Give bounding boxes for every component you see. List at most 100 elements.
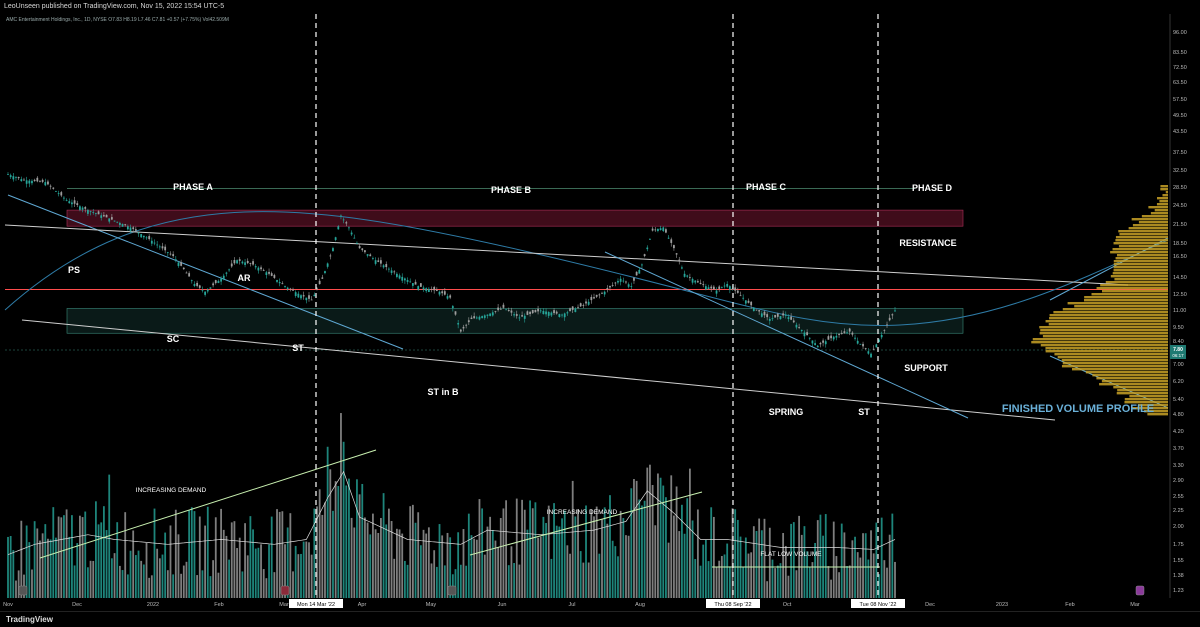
volume-bar	[105, 530, 108, 598]
volume-bar	[95, 501, 97, 598]
profile-bar	[1096, 377, 1168, 380]
volume-bar	[694, 559, 697, 598]
candle	[158, 244, 161, 250]
candle-body	[814, 343, 816, 346]
candle	[254, 264, 257, 270]
candle-body	[755, 309, 758, 311]
volume-bar	[369, 534, 372, 598]
candle-body	[622, 280, 625, 282]
candle	[68, 198, 71, 204]
candle-body	[433, 287, 436, 291]
event-label: PS	[68, 265, 80, 275]
candle-body	[145, 237, 148, 239]
candle-body	[451, 306, 454, 308]
volume-bar	[361, 483, 364, 598]
volume-bar	[406, 564, 409, 598]
volume-bar	[395, 528, 398, 598]
volume-bar	[316, 506, 318, 598]
candle-body	[310, 299, 313, 301]
candle	[585, 298, 587, 307]
volume-bar	[137, 550, 140, 598]
candle-body	[710, 286, 713, 289]
candle	[196, 280, 199, 288]
candle	[276, 279, 278, 284]
volume-bar	[150, 575, 153, 598]
profile-bar	[1101, 290, 1168, 293]
candle	[65, 198, 68, 202]
candle	[249, 262, 252, 267]
candle	[859, 343, 862, 345]
candle	[100, 212, 103, 221]
volume-bar	[755, 530, 758, 598]
y-tick-label: 6.20	[1173, 379, 1184, 385]
volume-bar	[654, 525, 657, 598]
volume-bar	[539, 536, 542, 598]
volume-bar	[190, 507, 193, 598]
candle-body	[443, 291, 446, 295]
demand-line-2	[469, 491, 703, 556]
volume-bar	[712, 516, 715, 598]
candle	[212, 281, 215, 288]
candle	[752, 306, 755, 312]
candle	[33, 178, 36, 182]
candle-body	[55, 191, 57, 192]
volume-bar	[12, 550, 15, 598]
candle	[766, 312, 769, 321]
volume-bar	[372, 513, 374, 598]
volume-bar	[57, 516, 60, 598]
volume-bar	[718, 560, 721, 598]
volume-bar	[699, 565, 702, 598]
candle	[638, 267, 641, 274]
volume-bar	[792, 522, 795, 598]
candle-body	[750, 301, 753, 306]
volume-bar	[60, 517, 63, 598]
candle	[449, 294, 452, 300]
candle	[651, 226, 654, 232]
time-axis	[0, 598, 1200, 611]
volume-bar	[481, 508, 484, 598]
volume-bar	[68, 536, 71, 598]
profile-bar	[1165, 191, 1168, 194]
candle-body	[585, 301, 587, 304]
volume-bar	[513, 563, 515, 598]
volume-bar	[566, 545, 569, 598]
candle-body	[188, 273, 191, 277]
volume-bar	[643, 500, 646, 598]
volume-bar	[776, 565, 779, 598]
candle	[571, 306, 574, 314]
candle	[726, 281, 729, 289]
candle	[55, 190, 57, 192]
candle	[606, 285, 609, 293]
volume-bar	[526, 529, 529, 598]
candle	[481, 315, 484, 319]
candle-body	[47, 181, 49, 185]
publisher-text: LeoUnseen published on TradingView.com, …	[4, 3, 225, 10]
candle-body	[523, 315, 526, 319]
volume-bar	[212, 560, 215, 598]
candle-body	[297, 293, 300, 298]
candle	[60, 190, 63, 198]
candle	[611, 282, 614, 287]
candle-body	[68, 201, 71, 204]
candle	[739, 291, 742, 297]
y-tick-label: 3.30	[1173, 463, 1184, 469]
volume-bar	[771, 559, 774, 598]
candle-body	[657, 229, 659, 232]
candle	[553, 308, 555, 316]
candle-body	[822, 340, 824, 343]
candle	[894, 306, 896, 312]
volume-bar	[798, 515, 801, 598]
candle-body	[875, 344, 878, 348]
volume-bar	[129, 550, 132, 598]
candle-body	[318, 280, 321, 285]
candle-body	[177, 262, 180, 266]
candle	[206, 288, 209, 294]
candle	[483, 314, 486, 320]
candle	[856, 337, 859, 345]
volume-bar	[353, 527, 356, 598]
candle-body	[537, 308, 539, 312]
candle	[326, 262, 329, 269]
volume-bar	[177, 534, 180, 598]
candle	[662, 226, 665, 233]
